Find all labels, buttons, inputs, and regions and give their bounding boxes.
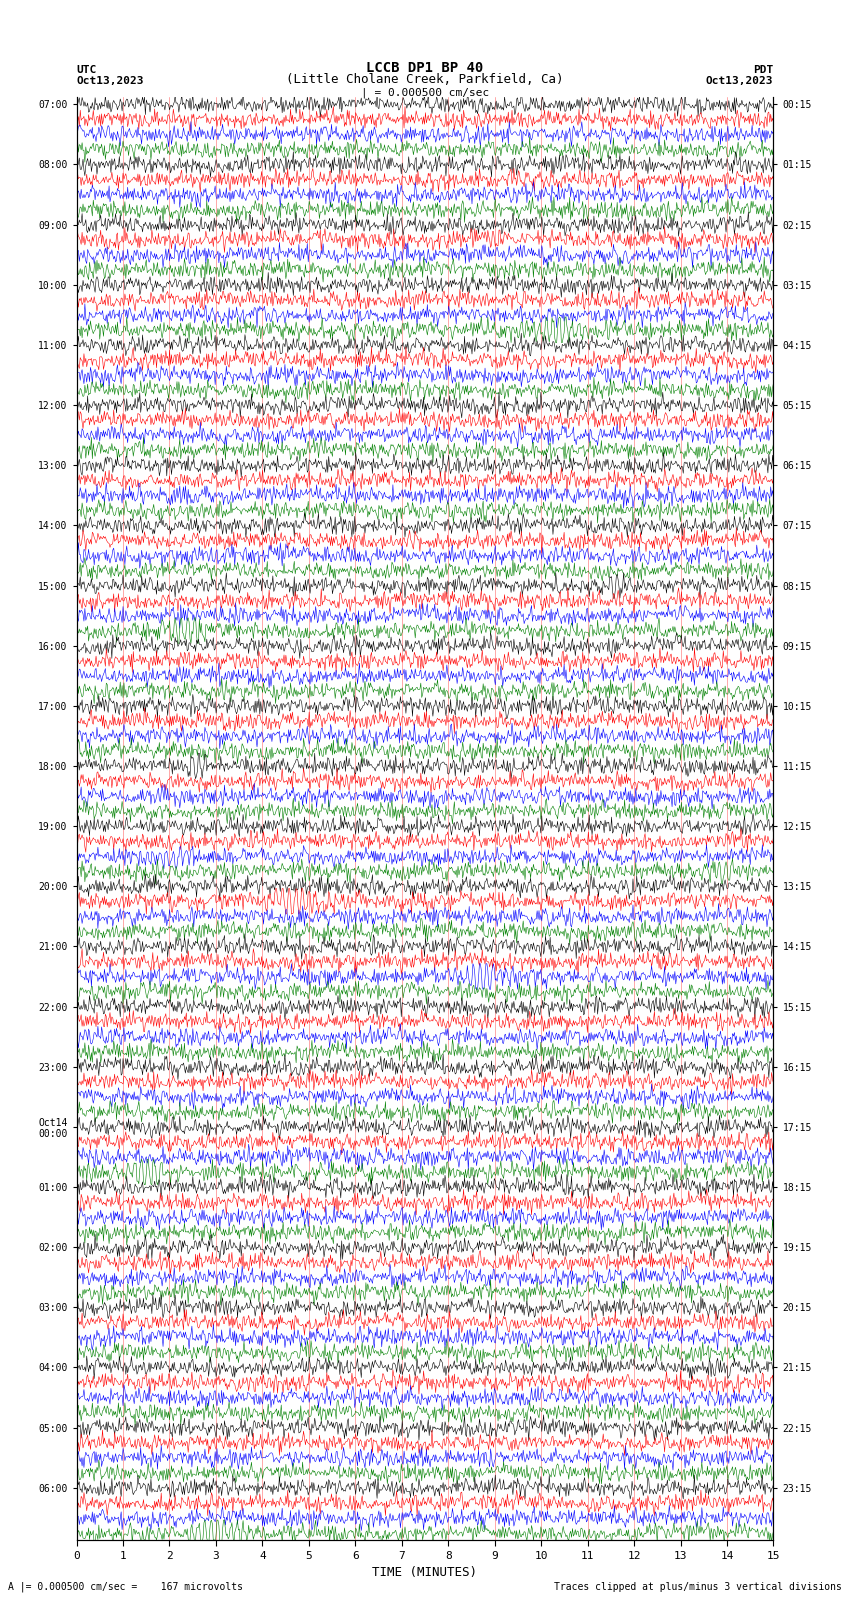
Text: | = 0.000500 cm/sec: | = 0.000500 cm/sec [361,87,489,97]
Text: (Little Cholane Creek, Parkfield, Ca): (Little Cholane Creek, Parkfield, Ca) [286,73,564,85]
Text: Oct13,2023: Oct13,2023 [706,76,774,85]
Text: Traces clipped at plus/minus 3 vertical divisions: Traces clipped at plus/minus 3 vertical … [553,1582,842,1592]
Text: UTC: UTC [76,65,97,76]
Text: A |= 0.000500 cm/sec =    167 microvolts: A |= 0.000500 cm/sec = 167 microvolts [8,1582,243,1592]
Text: LCCB DP1 BP 40: LCCB DP1 BP 40 [366,61,484,76]
X-axis label: TIME (MINUTES): TIME (MINUTES) [372,1566,478,1579]
Text: Oct13,2023: Oct13,2023 [76,76,144,85]
Text: PDT: PDT [753,65,774,76]
